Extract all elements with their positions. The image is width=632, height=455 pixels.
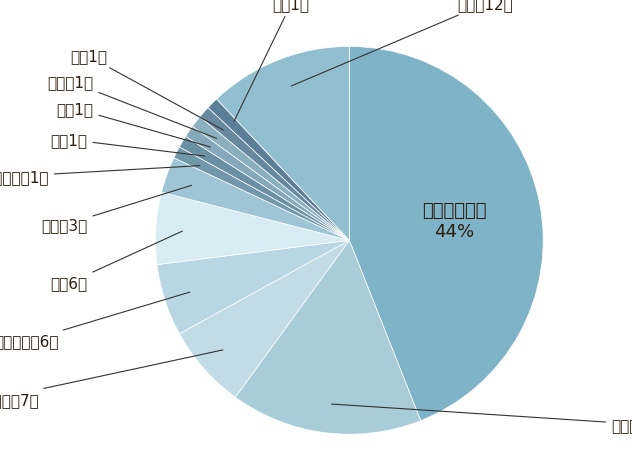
Text: 建設1％: 建設1％ (56, 102, 210, 147)
Text: 運輸・物流6％: 運輸・物流6％ (0, 293, 190, 349)
Text: 公務員1％: 公務員1％ (47, 75, 217, 139)
Wedge shape (155, 192, 349, 265)
Text: 卸・小売16％: 卸・小売16％ (331, 404, 632, 432)
Text: その他12％: その他12％ (291, 0, 513, 87)
Wedge shape (193, 117, 349, 241)
Wedge shape (217, 47, 349, 241)
Wedge shape (162, 158, 349, 241)
Wedge shape (200, 108, 349, 241)
Wedge shape (235, 241, 421, 434)
Text: 金融6％: 金融6％ (51, 232, 182, 291)
Text: 生活関連サービス7％: 生活関連サービス7％ (0, 350, 223, 407)
Wedge shape (179, 137, 349, 241)
Wedge shape (179, 241, 349, 397)
Wedge shape (208, 100, 349, 241)
Wedge shape (157, 241, 349, 334)
Text: 観光サービス1％: 観光サービス1％ (0, 166, 200, 184)
Text: 情報サービス
44%: 情報サービス 44% (422, 202, 487, 240)
Text: 不動産3％: 不動産3％ (41, 186, 191, 233)
Text: 製造1％: 製造1％ (70, 50, 223, 131)
Wedge shape (349, 47, 544, 421)
Wedge shape (186, 127, 349, 241)
Text: 進学1％: 進学1％ (234, 0, 310, 122)
Text: 教員1％: 教員1％ (51, 133, 205, 157)
Wedge shape (174, 147, 349, 241)
